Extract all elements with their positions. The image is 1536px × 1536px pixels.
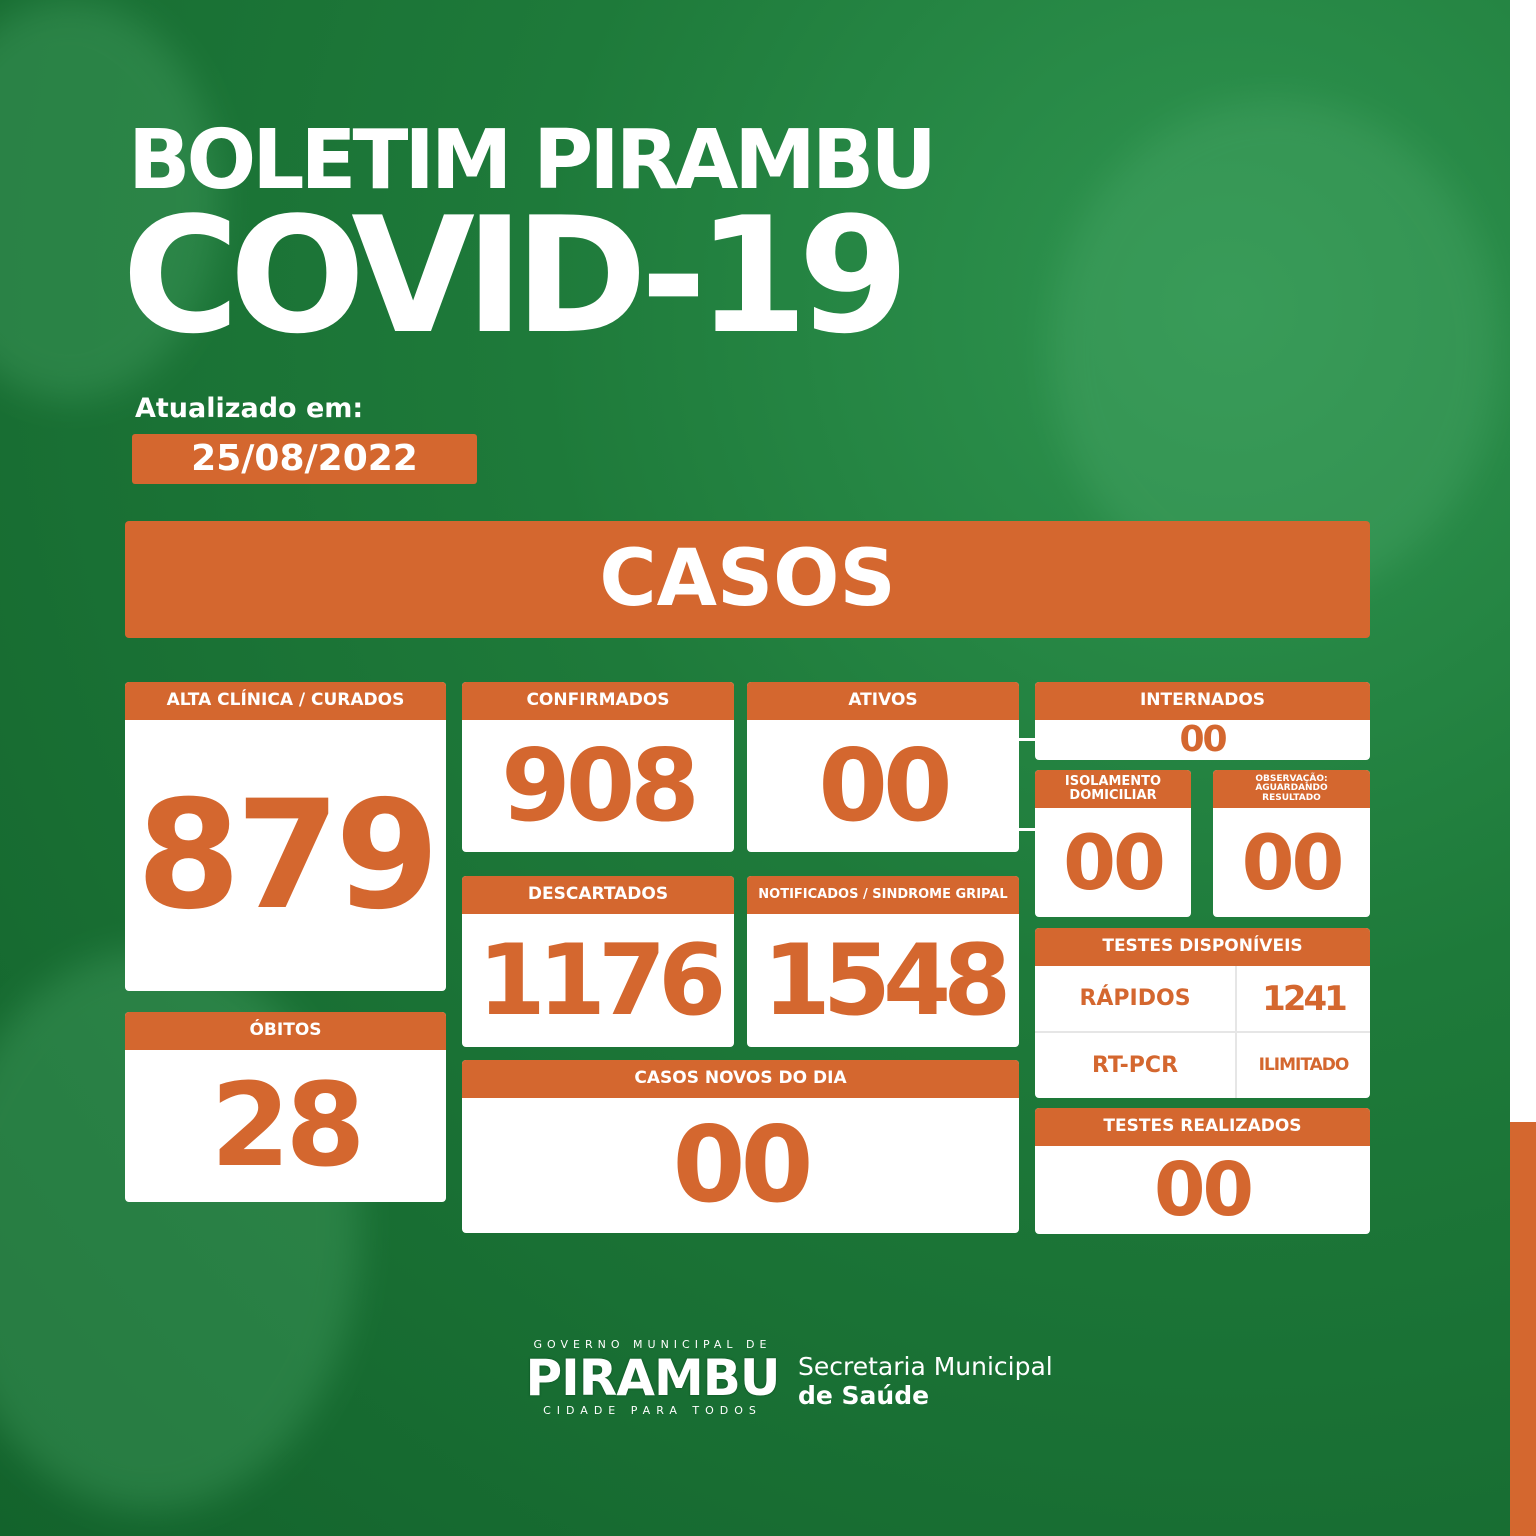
card-ativos: ATIVOS 00 — [747, 682, 1019, 852]
pirambu-logo: GOVERNO MUNICIPAL DE PIRAMBU CIDADE PARA… — [525, 1338, 781, 1418]
card-label: OBSERVAÇÃO: AGUARDANDO RESULTADO — [1213, 770, 1370, 808]
card-curados: ALTA CLÍNICA / CURADOS 879 — [125, 682, 446, 991]
rapidos-value: 1241 — [1262, 978, 1348, 1019]
card-isolamento: ISOLAMENTO DOMICILIAR 00 — [1035, 770, 1191, 917]
side-strip — [1510, 0, 1536, 1122]
updated-date: 25/08/2022 — [132, 434, 477, 484]
card-label: TESTES DISPONÍVEIS — [1035, 928, 1370, 966]
card-value: 28 — [210, 1058, 365, 1193]
card-value: 1176 — [477, 923, 727, 1038]
card-label: ALTA CLÍNICA / CURADOS — [125, 682, 446, 720]
org-name-line1: Secretaria Municipal — [798, 1352, 1053, 1381]
title-bold: PIRAMBU — [533, 113, 937, 208]
card-value: 00 — [1241, 817, 1345, 907]
card-descartados: DESCARTADOS 1176 — [462, 876, 734, 1047]
card-label: CASOS NOVOS DO DIA — [462, 1060, 1019, 1098]
card-label: DESCARTADOS — [462, 876, 734, 914]
title-light: BOLETIM — [128, 113, 513, 208]
card-label: INTERNADOS — [1035, 682, 1370, 720]
virus-decoration — [1050, 100, 1500, 600]
rtpcr-value: ILIMITADO — [1258, 1055, 1350, 1075]
card-confirmados: CONFIRMADOS 908 — [462, 682, 734, 852]
card-label: ATIVOS — [747, 682, 1019, 720]
card-testes-realizados: TESTES REALIZADOS 00 — [1035, 1108, 1370, 1234]
page-title: BOLETIM PIRAMBU — [128, 120, 937, 202]
card-value: 908 — [501, 727, 700, 844]
rtpcr-label: RT-PCR — [1035, 1033, 1237, 1098]
side-strip-orange — [1510, 1122, 1536, 1536]
card-testes-disponiveis: TESTES DISPONÍVEIS RÁPIDOS 1241 RT-PCR ILI… — [1035, 928, 1370, 1098]
card-value: 00 — [818, 727, 952, 844]
card-label: NOTIFICADOS / SINDROME GRIPAL — [747, 876, 1019, 914]
card-observacao: OBSERVAÇÃO: AGUARDANDO RESULTADO 00 — [1213, 770, 1370, 917]
card-value: 1548 — [762, 923, 1012, 1038]
card-casos-novos: CASOS NOVOS DO DIA 00 — [462, 1060, 1019, 1233]
card-internados: INTERNADOS 00 — [1035, 682, 1370, 760]
card-obitos: ÓBITOS 28 — [125, 1012, 446, 1202]
card-value: 00 — [1154, 1147, 1254, 1233]
card-label: ISOLAMENTO DOMICILIAR — [1035, 770, 1191, 808]
card-value: 879 — [136, 768, 439, 943]
card-label: TESTES REALIZADOS — [1035, 1108, 1370, 1146]
page-subtitle: COVID-19 — [122, 182, 909, 369]
rtpcr-row: RT-PCR ILIMITADO — [1035, 1031, 1370, 1098]
connector-line — [1019, 828, 1035, 831]
org-name: Secretaria Municipal de Saúde — [798, 1352, 1053, 1410]
logo-main-text: PIRAMBU — [525, 1349, 781, 1407]
updated-label: Atualizado em: — [135, 393, 364, 424]
section-title: CASOS — [125, 521, 1370, 638]
card-label: CONFIRMADOS — [462, 682, 734, 720]
card-label: ÓBITOS — [125, 1012, 446, 1050]
org-name-line2: de Saúde — [798, 1381, 930, 1410]
card-notificados: NOTIFICADOS / SINDROME GRIPAL 1548 — [747, 876, 1019, 1047]
card-value: 00 — [672, 1104, 813, 1226]
rapidos-label: RÁPIDOS — [1035, 966, 1237, 1031]
logo-bottom-text: CIDADE PARA TODOS — [543, 1404, 762, 1417]
connector-line — [1019, 738, 1035, 741]
rapidos-row: RÁPIDOS 1241 — [1035, 966, 1370, 1031]
card-value: 00 — [1063, 817, 1166, 907]
logo-top-text: GOVERNO MUNICIPAL DE — [533, 1338, 772, 1351]
card-value: 00 — [1179, 719, 1227, 760]
